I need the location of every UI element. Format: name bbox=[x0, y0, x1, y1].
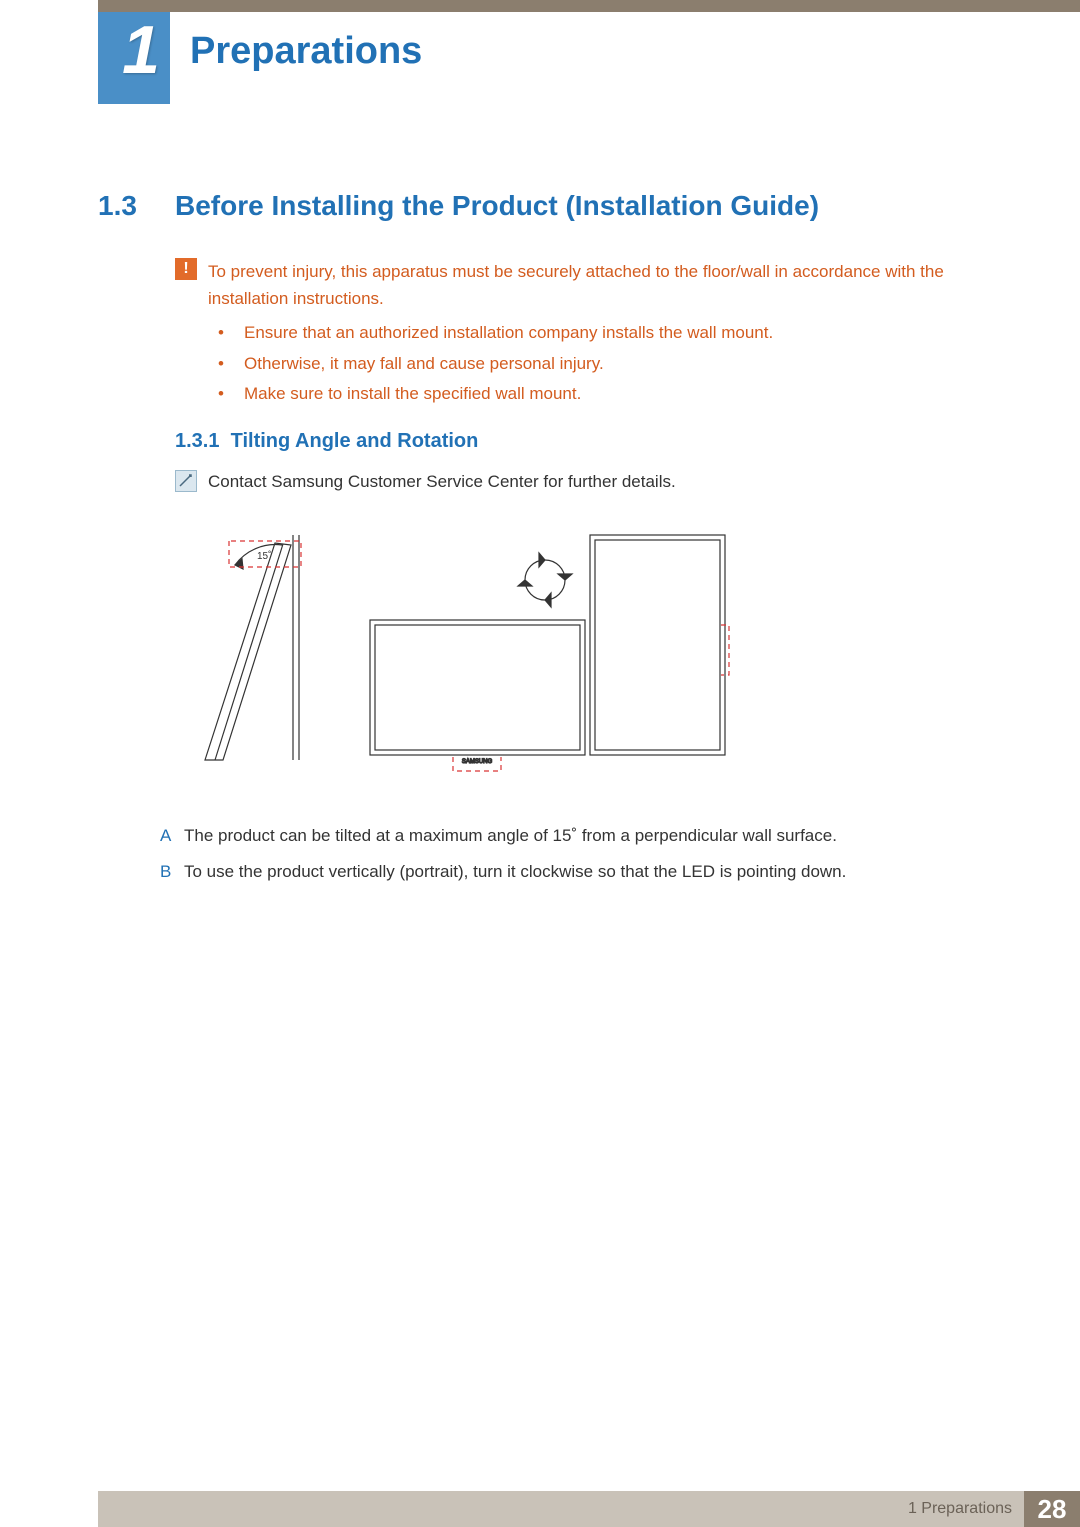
tilt-rotation-diagram: 15˚ SAMSUNG bbox=[175, 525, 735, 785]
subsection-heading: 1.3.1 Tilting Angle and Rotation bbox=[175, 430, 478, 453]
warning-list: Ensure that an authorized installation c… bbox=[208, 318, 960, 410]
section-title: Before Installing the Product (Installat… bbox=[175, 190, 819, 222]
brand-label: SAMSUNG bbox=[462, 759, 493, 765]
note-icon bbox=[175, 470, 197, 492]
warning-bullet: Make sure to install the specified wall … bbox=[208, 379, 960, 410]
warning-bullet: Otherwise, it may fall and cause persona… bbox=[208, 349, 960, 380]
page-number: 28 bbox=[1024, 1491, 1080, 1527]
footer-text: 1 Preparations bbox=[908, 1500, 1024, 1518]
subsection-title: Tilting Angle and Rotation bbox=[231, 430, 479, 452]
legend-text: The product can be tilted at a maximum a… bbox=[184, 820, 837, 852]
chapter-number: 1 bbox=[122, 16, 160, 84]
legend: A The product can be tilted at a maximum… bbox=[160, 820, 960, 893]
top-bar bbox=[98, 0, 1080, 12]
warning-bullet: Ensure that an authorized installation c… bbox=[208, 318, 960, 349]
footer-bar: 1 Preparations 28 bbox=[98, 1491, 1080, 1527]
legend-letter: A bbox=[160, 820, 184, 852]
chapter-title: Preparations bbox=[190, 30, 422, 73]
legend-letter: B bbox=[160, 856, 184, 888]
legend-row: A The product can be tilted at a maximum… bbox=[160, 820, 960, 852]
chapter-badge: 1 bbox=[98, 12, 170, 104]
note-text: Contact Samsung Customer Service Center … bbox=[208, 472, 960, 492]
warning-intro: To prevent injury, this apparatus must b… bbox=[208, 258, 960, 312]
legend-text: To use the product vertically (portrait)… bbox=[184, 856, 846, 888]
warning-icon: ! bbox=[175, 258, 197, 280]
subsection-number: 1.3.1 bbox=[175, 430, 219, 452]
angle-label: 15˚ bbox=[257, 550, 271, 562]
section-number: 1.3 bbox=[98, 190, 137, 222]
legend-row: B To use the product vertically (portrai… bbox=[160, 856, 960, 888]
